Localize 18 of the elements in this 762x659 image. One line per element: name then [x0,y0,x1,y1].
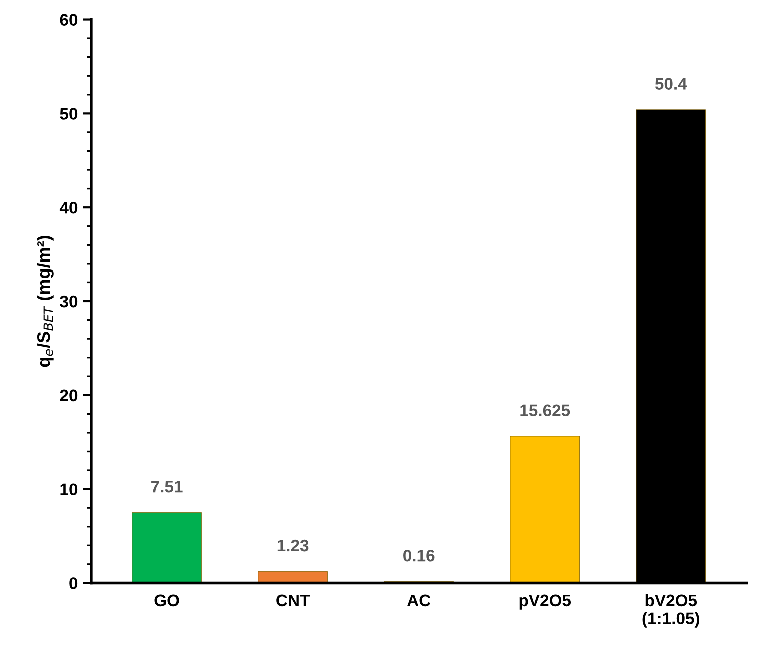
y-tick-label: 40 [60,202,78,214]
x-tick-label: pV2O5 [520,594,572,610]
x-tick-label: AC [407,594,431,607]
y-tick-label: 0 [70,578,78,590]
y-tick-label: 60 [60,14,78,26]
data-label: 50.4 [655,78,688,90]
y-axis-title: q$_{e}$/S$_{BET}$ (mg/m²) [37,236,54,368]
y-tick-label: 10 [60,484,78,496]
data-label: 15.625 [520,404,570,417]
y-tick-label: 30 [60,296,78,308]
data-label: 1.23 [278,540,309,552]
y-tick-label: 20 [60,390,78,402]
x-tick-label: CNT [276,594,310,607]
data-label: 7.51 [152,481,183,493]
x-tick-label: bV2O5 (1:1.05) [642,594,700,628]
x-tick-label: GO [154,594,180,607]
data-label: 0.16 [404,550,435,562]
y-tick-label: 50 [60,108,78,120]
